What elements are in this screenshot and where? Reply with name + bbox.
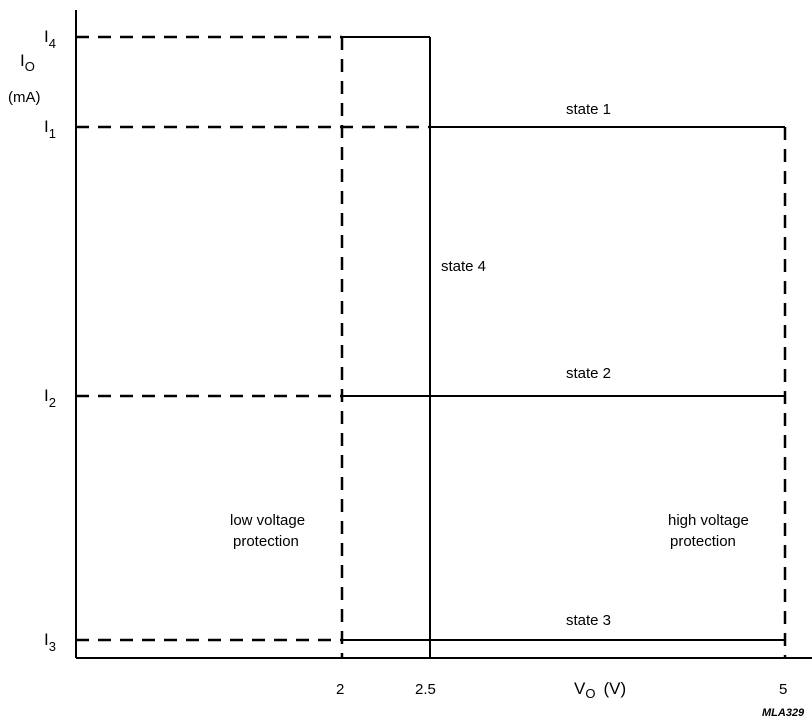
y-tick-i1: I1 bbox=[44, 117, 56, 141]
y-tick-i4: I4 bbox=[44, 27, 56, 51]
y-tick-i3: I3 bbox=[44, 630, 56, 654]
high-voltage-label-line2: protection bbox=[670, 533, 736, 550]
state-1-label: state 1 bbox=[566, 101, 611, 118]
x-tick-2: 2 bbox=[336, 681, 344, 698]
state-2-label: state 2 bbox=[566, 365, 611, 382]
figure-reference: MLA329 bbox=[762, 707, 805, 719]
x-tick-2-5: 2.5 bbox=[415, 681, 436, 698]
y-axis-unit: (mA) bbox=[8, 89, 41, 106]
low-voltage-label-line2: protection bbox=[233, 533, 299, 550]
state-4-label: state 4 bbox=[441, 258, 486, 275]
state-3-label: state 3 bbox=[566, 612, 611, 629]
x-axis-label: VO (V) bbox=[574, 679, 626, 701]
x-tick-5: 5 bbox=[779, 681, 787, 698]
y-tick-i2: I2 bbox=[44, 386, 56, 410]
high-voltage-label-line1: high voltage bbox=[668, 512, 749, 529]
low-voltage-label-line1: low voltage bbox=[230, 512, 305, 529]
y-axis-label: IO bbox=[20, 51, 35, 74]
